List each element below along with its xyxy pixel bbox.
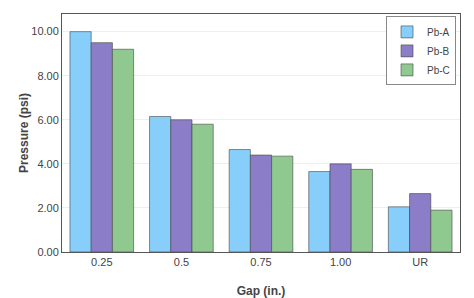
svg-text:0.5: 0.5 (174, 256, 189, 268)
svg-text:0.00: 0.00 (37, 246, 58, 258)
svg-text:6.00: 6.00 (37, 114, 58, 126)
svg-text:Gap (in.): Gap (in.) (237, 284, 286, 298)
svg-text:Pb-C: Pb-C (427, 65, 450, 76)
svg-text:Pressure (psi): Pressure (psi) (17, 93, 31, 173)
svg-text:Pb-A: Pb-A (427, 27, 450, 38)
svg-text:Pb-B: Pb-B (427, 46, 450, 57)
svg-text:0.25: 0.25 (91, 256, 112, 268)
svg-text:8.00: 8.00 (37, 70, 58, 82)
svg-text:2.00: 2.00 (37, 202, 58, 214)
svg-text:UR: UR (412, 256, 428, 268)
svg-text:4.00: 4.00 (37, 158, 58, 170)
svg-text:0.75: 0.75 (250, 256, 271, 268)
svg-text:1.00: 1.00 (330, 256, 351, 268)
svg-text:10.00: 10.00 (31, 25, 59, 37)
